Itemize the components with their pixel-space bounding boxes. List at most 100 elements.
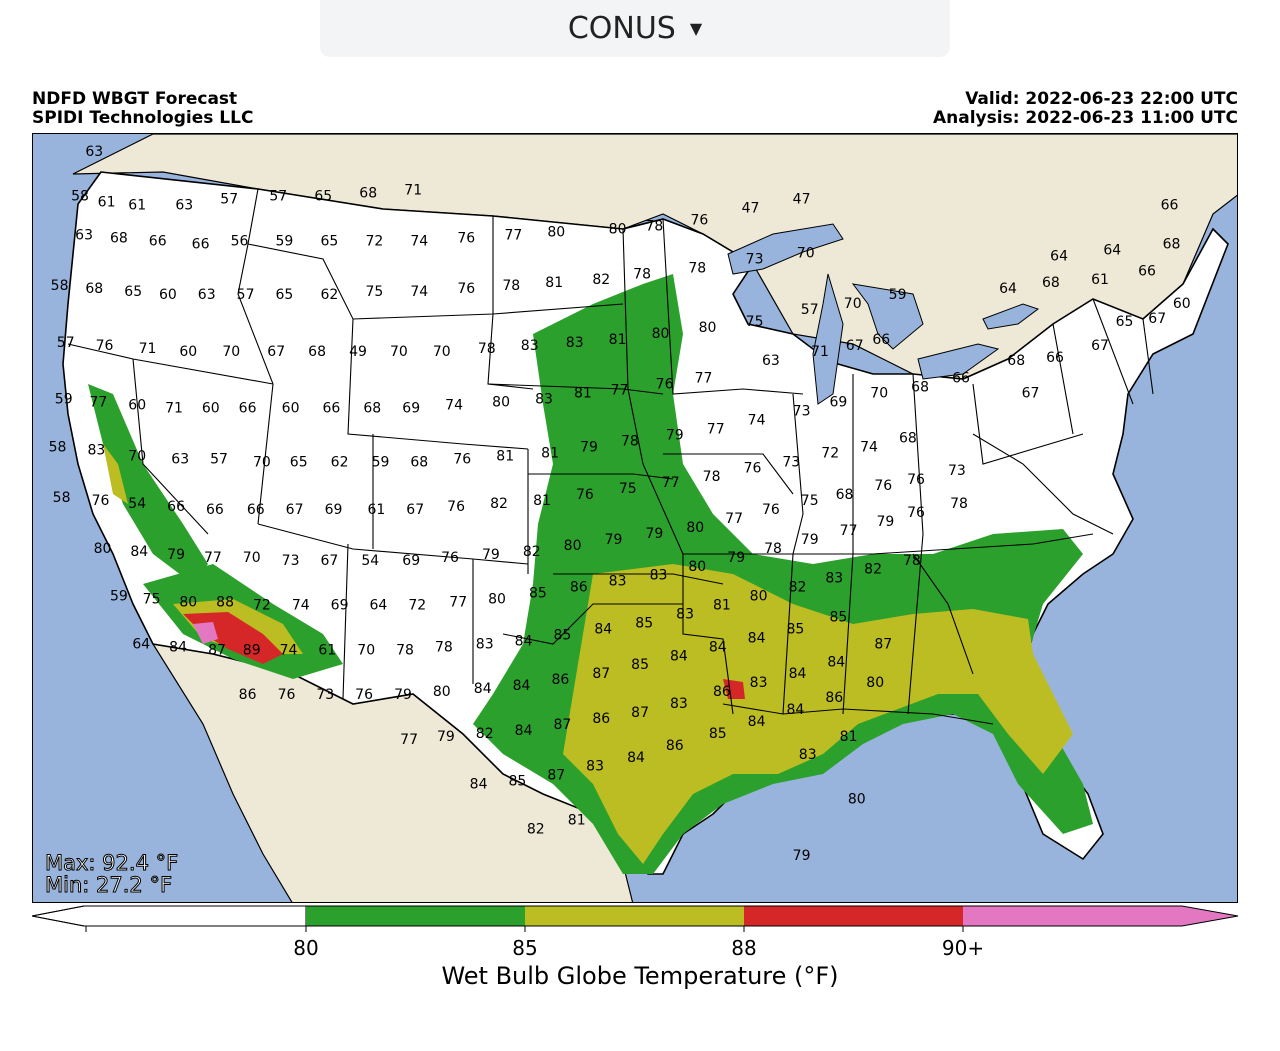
station-value: 68 bbox=[1163, 236, 1181, 252]
station-value: 80 bbox=[688, 559, 706, 575]
station-value: 76 bbox=[457, 281, 475, 297]
station-value-labels: 63 58 61 61 63 57 57 65 68 71 63 68 66 66 56 59 65 72 74 76… bbox=[49, 144, 1191, 864]
station-value: 82 bbox=[476, 726, 494, 742]
valid-time: Valid: 2022-06-23 22:00 UTC bbox=[965, 89, 1238, 109]
station-value: 77 bbox=[449, 595, 467, 611]
station-value: 61 bbox=[367, 502, 385, 518]
station-value: 78 bbox=[633, 266, 651, 282]
station-value: 84 bbox=[670, 648, 688, 664]
station-value: 65 bbox=[124, 284, 142, 300]
station-value: 81 bbox=[568, 812, 586, 828]
station-value: 82 bbox=[864, 562, 882, 578]
region-dropdown[interactable]: CONUS ▼ bbox=[320, 0, 950, 57]
station-value: 80 bbox=[547, 225, 565, 241]
colorbar-bin-88-90 bbox=[744, 906, 963, 926]
station-value: 63 bbox=[762, 353, 780, 369]
station-value: 66 bbox=[239, 401, 257, 417]
station-value: 84 bbox=[827, 654, 845, 670]
station-value: 70 bbox=[844, 296, 862, 312]
station-value: 78 bbox=[764, 541, 782, 557]
colorbar-outline bbox=[32, 905, 1239, 927]
station-value: 80 bbox=[609, 222, 627, 238]
station-value: 81 bbox=[541, 445, 559, 461]
station-value: 77 bbox=[89, 395, 107, 411]
station-value: 66 bbox=[149, 233, 167, 249]
station-value: 68 bbox=[836, 487, 854, 503]
station-value: 83 bbox=[87, 442, 105, 458]
station-value: 67 bbox=[1091, 338, 1109, 354]
station-value: 82 bbox=[592, 272, 610, 288]
station-value: 74 bbox=[410, 233, 428, 249]
station-value: 78 bbox=[502, 278, 520, 294]
station-value: 79 bbox=[666, 427, 684, 443]
min-value: Min: 27.2 °F bbox=[44, 873, 173, 897]
station-value: 72 bbox=[253, 598, 271, 614]
station-value: 84 bbox=[130, 544, 148, 560]
station-value: 65 bbox=[314, 189, 332, 205]
station-value: 69 bbox=[402, 401, 420, 417]
station-value: 84 bbox=[786, 702, 804, 718]
station-value: 65 bbox=[320, 233, 338, 249]
station-value: 72 bbox=[365, 233, 383, 249]
station-value: 80 bbox=[488, 592, 506, 608]
station-value: 84 bbox=[515, 723, 533, 739]
station-value: 73 bbox=[793, 404, 811, 420]
station-value: 80 bbox=[866, 675, 884, 691]
station-value: 54 bbox=[128, 496, 146, 512]
station-value: 57 bbox=[237, 287, 255, 303]
wbgt-shading bbox=[88, 274, 1093, 874]
station-value: 68 bbox=[899, 430, 917, 446]
station-value: 86 bbox=[825, 690, 843, 706]
station-value: 80 bbox=[699, 320, 717, 336]
station-value: 75 bbox=[801, 493, 819, 509]
station-value: 68 bbox=[359, 186, 377, 202]
station-value: 61 bbox=[318, 642, 336, 658]
station-value: 58 bbox=[51, 278, 69, 294]
station-value: 66 bbox=[1138, 263, 1156, 279]
colorbar bbox=[32, 905, 1239, 932]
station-value: 71 bbox=[811, 344, 829, 360]
station-value: 81 bbox=[533, 493, 551, 509]
station-value: 79 bbox=[645, 526, 663, 542]
station-value: 70 bbox=[797, 245, 815, 261]
station-value: 74 bbox=[445, 398, 463, 414]
station-value: 67 bbox=[286, 502, 304, 518]
station-value: 82 bbox=[789, 580, 807, 596]
station-value: 66 bbox=[1046, 350, 1064, 366]
station-value: 57 bbox=[57, 335, 75, 351]
station-value: 70 bbox=[433, 344, 451, 360]
station-value: 78 bbox=[903, 553, 921, 569]
station-value: 88 bbox=[216, 595, 234, 611]
station-value: 59 bbox=[275, 233, 293, 249]
station-value: 64 bbox=[1050, 248, 1068, 264]
colorbar-label: Wet Bulb Globe Temperature (°F) bbox=[441, 962, 839, 990]
station-value: 66 bbox=[192, 236, 210, 252]
station-value: 79 bbox=[801, 532, 819, 548]
station-value: 76 bbox=[453, 451, 471, 467]
map-title-line2: SPIDI Technologies LLC bbox=[32, 108, 254, 128]
station-value: 87 bbox=[631, 705, 649, 721]
station-value: 47 bbox=[793, 192, 811, 208]
station-value: 84 bbox=[474, 681, 492, 697]
station-value: 81 bbox=[609, 332, 627, 348]
station-value: 63 bbox=[85, 144, 103, 160]
station-value: 68 bbox=[110, 231, 128, 247]
station-value: 57 bbox=[220, 192, 238, 208]
station-value: 75 bbox=[619, 481, 637, 497]
station-value: 64 bbox=[1103, 242, 1121, 258]
station-value: 65 bbox=[275, 287, 293, 303]
station-value: 83 bbox=[535, 392, 553, 408]
station-value: 69 bbox=[402, 553, 420, 569]
station-value: 80 bbox=[564, 538, 582, 554]
station-value: 76 bbox=[355, 687, 373, 703]
station-value: 66 bbox=[322, 401, 340, 417]
station-value: 58 bbox=[53, 490, 71, 506]
station-value: 78 bbox=[688, 260, 706, 276]
station-value: 70 bbox=[253, 454, 271, 470]
station-value: 78 bbox=[645, 219, 663, 235]
station-value: 66 bbox=[247, 502, 265, 518]
station-value: 76 bbox=[441, 550, 459, 566]
station-value: 83 bbox=[676, 607, 694, 623]
station-value: 81 bbox=[545, 275, 563, 291]
station-value: 78 bbox=[621, 433, 639, 449]
